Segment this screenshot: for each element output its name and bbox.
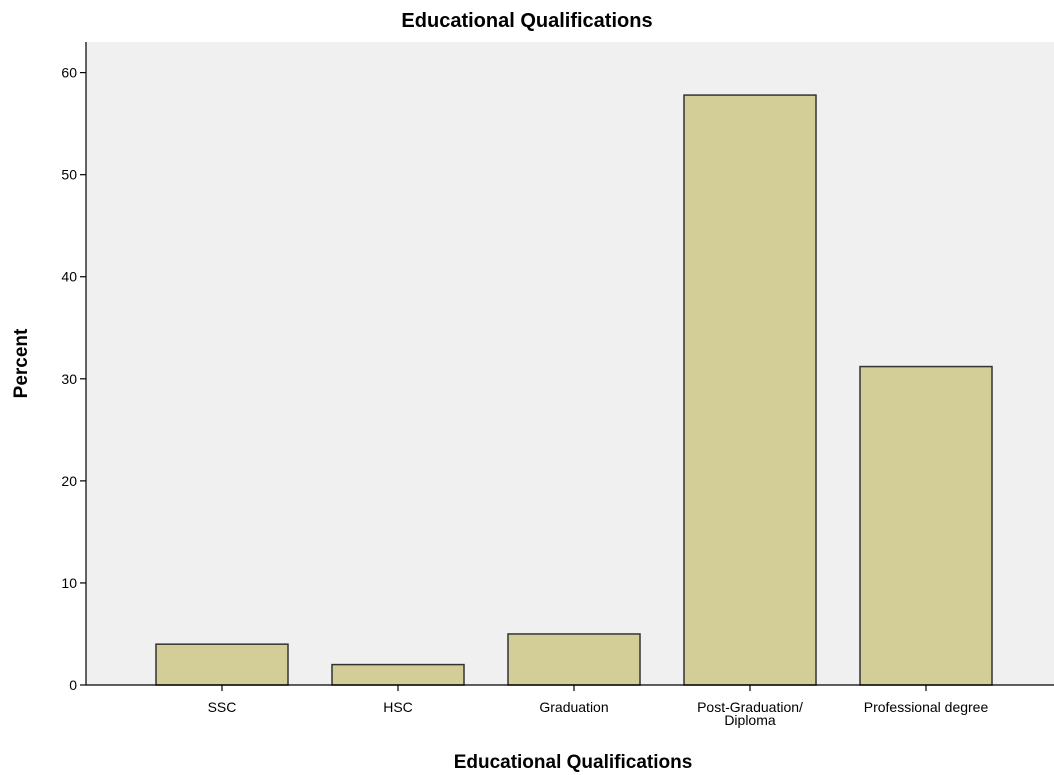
- bar: [331, 663, 465, 686]
- y-tick-label: 20: [61, 473, 77, 489]
- x-tick-label: Post-Graduation/Diploma: [697, 699, 803, 728]
- bar: [683, 94, 817, 686]
- y-tick-label: 0: [69, 677, 77, 693]
- bar: [507, 633, 641, 686]
- bar: [859, 365, 993, 686]
- x-axis: SSC HSC Graduation Post-Graduation/Diploma P…: [86, 684, 1054, 728]
- x-tick-label: HSC: [383, 699, 413, 715]
- x-axis-title: Educational Qualifications: [454, 752, 693, 773]
- bars-group: [155, 94, 993, 686]
- x-tick-label: Graduation: [539, 699, 608, 715]
- x-tick-label: SSC: [208, 699, 237, 715]
- y-tick-label: 60: [61, 65, 77, 81]
- bar: [155, 643, 289, 686]
- y-tick-label: 10: [61, 575, 77, 591]
- y-tick-label: 40: [61, 269, 77, 285]
- x-tick-label: Professional degree: [864, 699, 989, 715]
- chart-title: Educational Qualifications: [401, 10, 652, 32]
- y-axis-title: Percent: [11, 328, 32, 398]
- y-tick-label: 30: [61, 371, 77, 387]
- y-axis: 0 10 20 30 40 50 60: [61, 42, 87, 693]
- y-tick-label: 50: [61, 167, 77, 183]
